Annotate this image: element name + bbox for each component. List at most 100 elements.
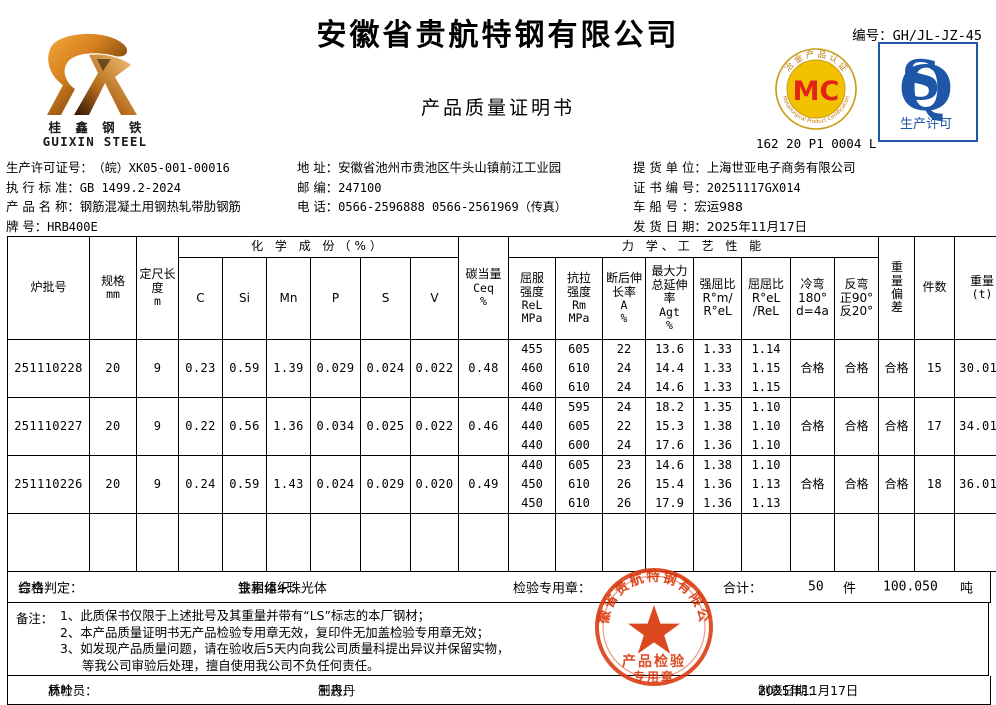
cell-length [137, 514, 179, 572]
th-elong-unit: % [603, 312, 645, 325]
cell-p: 0.024 [311, 456, 361, 514]
cell-rel: 440 [509, 456, 556, 476]
th-weight: 重量 (t) [955, 237, 996, 340]
th-weight-unit: (t) [955, 288, 996, 301]
info-row-certificate-no: 证 书 编 号：20251117GX014 [633, 178, 855, 198]
cell-pieces: 15 [915, 340, 955, 398]
th-spec: 规格 mm [90, 237, 137, 340]
notes-label: 备注： [16, 609, 53, 627]
table-row [8, 514, 996, 534]
cell-ceq: 0.46 [459, 398, 509, 456]
cell-v: 0.022 [411, 398, 459, 456]
th-ceq-unit: % [459, 295, 508, 308]
cell-rel: 455 [509, 340, 556, 360]
info-value: 2025年11月17日 [707, 219, 807, 234]
cell-rel: 460 [509, 359, 556, 378]
info-row-address: 地 址：安徽省池州市贵池区牛头山镇前江工业园 [297, 158, 567, 178]
cell-length: 9 [137, 340, 179, 398]
certificate-data-table: 炉批号 规格 mm 定尺长度 m 化 学 成 份（%） 碳当量 Ceq % 力 … [7, 236, 996, 572]
cell-heat-no: 251110227 [8, 398, 90, 456]
cell-agt: 17.9 [646, 494, 694, 514]
cell-elongation [603, 533, 646, 552]
th-weight-deviation: 重量偏差 [879, 237, 915, 340]
overall-verdict-value: 合格 [18, 578, 44, 597]
th-s: S [361, 258, 411, 340]
svg-text:生产许可: 生产许可 [900, 117, 952, 132]
cell-weight [955, 514, 996, 572]
cell-agt [646, 514, 694, 534]
info-label: 牌 号： [6, 217, 47, 237]
cell-rm: 610 [556, 494, 603, 514]
document-header: 桂 鑫 钢 铁 GUIXIN STEEL 安徽省贵航特钢有限公司 产品质量证明书… [0, 0, 996, 158]
th-si: Si [223, 258, 267, 340]
cell-elongation [603, 552, 646, 572]
cell-v: 0.022 [411, 340, 459, 398]
cell-mn: 1.39 [267, 340, 311, 398]
cell-mn [267, 514, 311, 572]
info-value: GB 1499.2-2024 [80, 181, 181, 195]
th-yield-strength: 屈服强度 ReL MPa [509, 258, 556, 340]
cell-v [411, 514, 459, 572]
th-chemical-group: 化 学 成 份（%） [179, 237, 459, 258]
inspection-seal-label: 检验专用章： [513, 578, 591, 597]
sq-production-license-icon: Q S 生产许可 [878, 42, 978, 142]
th-rm-unit: MPa [556, 312, 602, 325]
th-agt-unit: % [646, 319, 693, 332]
cell-yield-ratio: 1.14 [742, 340, 791, 360]
info-label: 执 行 标 准： [6, 178, 80, 198]
th-weight-name: 重量 [955, 275, 996, 288]
info-row-product-name: 产 品 名 称：钢筋混凝土用钢热轧带肋钢筋 [6, 197, 241, 217]
info-row-license-no: 生产许可证号：（皖）XK05-001-00016 [6, 158, 241, 178]
cell-strength-ratio: 1.33 [694, 359, 742, 378]
th-pieces: 件数 [915, 237, 955, 340]
info-label: 生产许可证号： [6, 158, 93, 178]
cell-elongation: 24 [603, 436, 646, 456]
cell-v: 0.020 [411, 456, 459, 514]
th-ratio-rm-rel-l2: R°eL [694, 305, 741, 318]
cell-rel [509, 514, 556, 534]
info-column-right: 提 货 单 位：上海世亚电子商务有限公司 证 书 编 号：20251117GX0… [633, 158, 855, 236]
th-spec-name: 规格 [90, 275, 136, 288]
cell-p: 0.029 [311, 340, 361, 398]
cell-heat-no: 251110228 [8, 340, 90, 398]
th-rebend-l1: 正90° [835, 292, 878, 305]
cell-yield-ratio: 1.13 [742, 494, 791, 514]
cell-agt: 18.2 [646, 398, 694, 418]
cell-rm [556, 552, 603, 572]
th-tensile-strength: 抗拉强度 Rm MPa [556, 258, 603, 340]
cell-weight-deviation: 合格 [879, 340, 915, 398]
note-item-continuation-text: 等我公司审验后处理，擅自使用我公司不负任何责任。 [60, 658, 988, 675]
footer-row: 质检员：林叶 制表：王丹丹 制表日期：2025年11月17日 [7, 676, 991, 705]
cell-weight-deviation [879, 514, 915, 572]
cell-rebend: 合格 [835, 456, 879, 514]
th-heat-no: 炉批号 [8, 237, 90, 340]
cell-strength-ratio: 1.36 [694, 494, 742, 514]
info-label: 地 址： [297, 158, 338, 178]
th-agt: 最大力总延伸率 Agt % [646, 258, 694, 340]
th-cold-bend-l2: d=4a [791, 305, 834, 318]
th-rebend-l2: 反20° [835, 305, 878, 318]
cell-agt [646, 552, 694, 572]
table-row: 251110227 20 9 0.22 0.56 1.36 0.034 0.02… [8, 398, 996, 418]
th-ratio-rm-rel-name: 强屈比 [694, 278, 741, 291]
cell-si: 0.59 [223, 456, 267, 514]
cell-yield-ratio [742, 533, 791, 552]
info-label: 证 书 编 号： [633, 178, 707, 198]
cell-rm: 605 [556, 340, 603, 360]
notes-list: 1、此质保书仅限于上述批号及其重量并带有“LS”标志的本厂钢材； 2、本产品质量… [8, 608, 988, 674]
cell-strength-ratio [694, 552, 742, 572]
cell-si [223, 514, 267, 572]
cell-elongation: 26 [603, 475, 646, 494]
info-row-vehicle-no: 车 船 号 ：宏运988 [633, 197, 855, 217]
cell-c: 0.23 [179, 340, 223, 398]
th-yield-ratio: 屈屈比 R°eL /ReL [742, 258, 791, 340]
note-item-continuation: 等我公司审验后处理，擅自使用我公司不负任何责任。 [60, 658, 988, 675]
cell-spec [90, 514, 137, 572]
cell-weight: 30.015 [955, 340, 996, 398]
cell-elongation: 24 [603, 398, 646, 418]
cell-mn: 1.36 [267, 398, 311, 456]
cell-p [311, 514, 361, 572]
cell-elongation: 26 [603, 494, 646, 514]
th-ratio-rm-rel-l1: R°m/ [694, 292, 741, 305]
th-ceq: 碳当量 Ceq % [459, 237, 509, 340]
